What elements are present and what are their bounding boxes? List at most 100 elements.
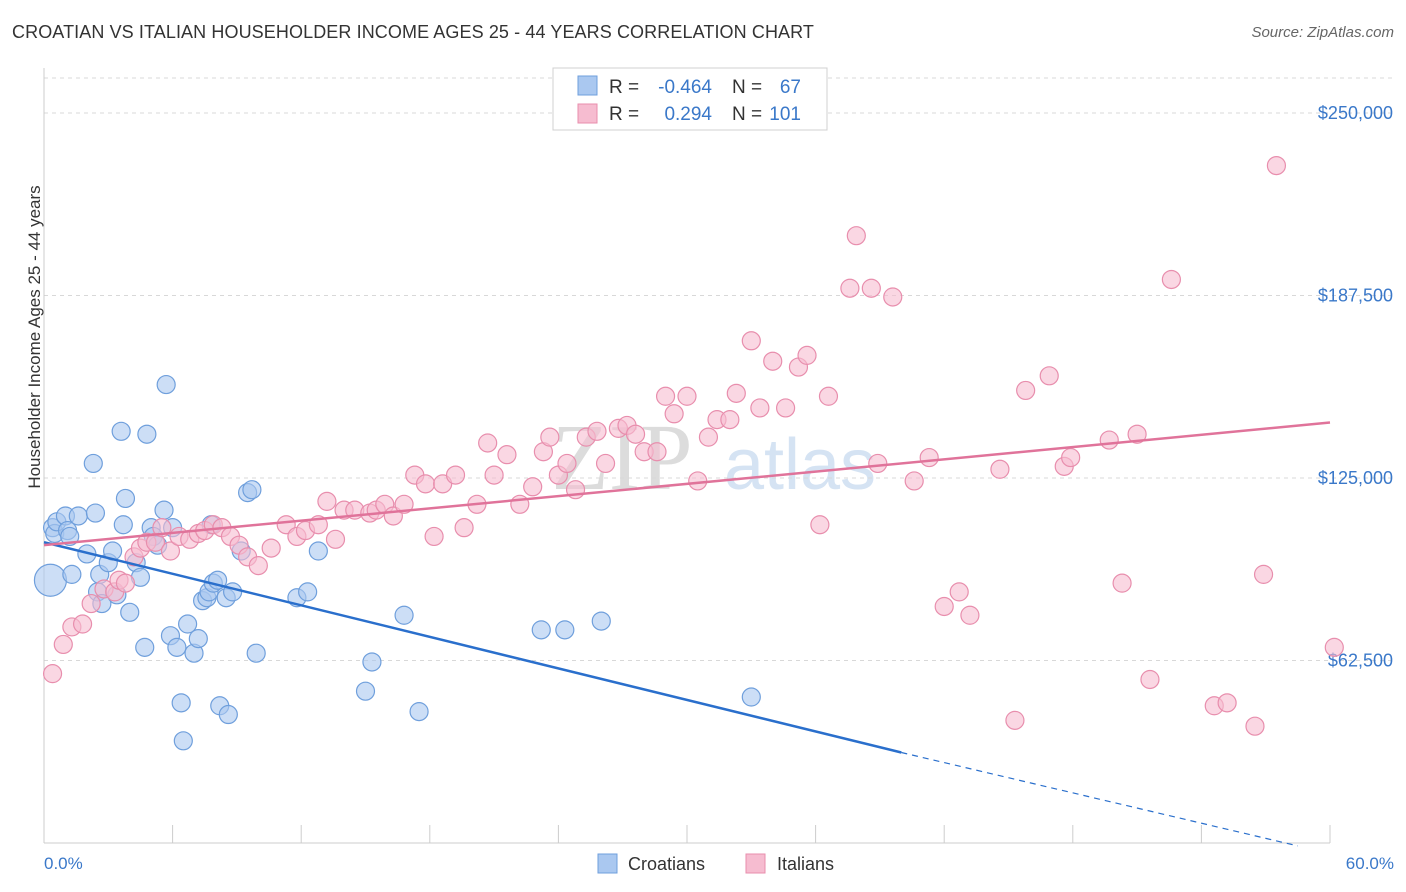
italians-point-1	[53, 634, 73, 655]
croatians-point-24	[135, 637, 155, 657]
italians-point-57	[587, 421, 607, 441]
italians-point-98	[1127, 424, 1147, 444]
croatians-point-18	[111, 421, 131, 441]
croatians-point-48	[223, 582, 243, 602]
italians-point-78	[818, 386, 839, 406]
italians-point-106	[1324, 637, 1344, 657]
italians-point-104	[1253, 564, 1274, 584]
italians-point-13	[152, 518, 172, 538]
croatians-point-62	[591, 611, 611, 631]
legend-r-label-italians: R =	[609, 104, 639, 125]
italians-point-65	[664, 404, 684, 424]
croatians-point-34	[171, 693, 191, 713]
axes	[43, 68, 1331, 844]
italians-point-64	[655, 386, 676, 406]
italians-point-105	[1266, 155, 1287, 176]
italians-point-86	[919, 447, 939, 468]
italians-point-82	[861, 278, 881, 298]
italians-point-3	[72, 614, 93, 634]
italians-point-102	[1217, 693, 1237, 713]
legend-n-label-croatians: N =	[732, 77, 762, 98]
italians-point-24	[248, 556, 268, 576]
italians-point-48	[497, 445, 517, 465]
italians-point-87	[934, 596, 954, 617]
italians-point-52	[540, 427, 560, 447]
italians-point-66	[677, 386, 697, 406]
croatians-point-61	[555, 620, 575, 640]
legend-n-label-italians: N =	[732, 104, 762, 125]
italians-point-71	[726, 383, 746, 403]
italians-point-63	[647, 442, 667, 462]
chart-title: CROATIAN VS ITALIAN HOUSEHOLDER INCOME A…	[12, 22, 815, 42]
italians-point-77	[797, 345, 817, 365]
legend-series: Croatians Italians	[597, 853, 834, 874]
y-axis-label: Householder Income Ages 25 - 44 years	[25, 185, 44, 488]
italians-point-84	[883, 287, 903, 307]
legend-bottom-swatch-croatians	[597, 853, 618, 874]
x-tick-label-max: 60.0%	[1346, 854, 1394, 873]
trend-line-italians	[43, 421, 1331, 547]
legend-bottom-swatch-italians	[745, 853, 766, 874]
grid-lines	[44, 77, 1395, 662]
croatians-point-19	[113, 515, 133, 535]
italians-point-67	[688, 471, 708, 491]
croatians-point-59	[409, 702, 429, 722]
italians-point-41	[424, 526, 444, 547]
italians-point-25	[261, 538, 281, 558]
italians-point-54	[557, 453, 577, 474]
y-tick-label-2: $187,500	[1318, 286, 1393, 306]
trend-line-croatians-extension	[901, 751, 1298, 847]
italians-point-95	[1061, 447, 1081, 468]
croatians-point-21	[120, 602, 140, 622]
croatians-point-6	[60, 526, 80, 547]
croatians-point-10	[83, 453, 103, 474]
italians-point-0	[42, 664, 63, 684]
croatians-point-8	[68, 506, 88, 526]
legend-r-value-italians: 0.294	[664, 104, 712, 125]
italians-point-44	[454, 518, 474, 538]
croatians-point-63	[741, 687, 761, 707]
croatians-point-25	[137, 424, 157, 444]
italians-point-72	[741, 331, 761, 351]
italians-point-85	[904, 471, 924, 491]
italians-point-89	[960, 605, 980, 625]
source-credit: Source: ZipAtlas.com	[1251, 24, 1394, 41]
italians-point-46	[478, 433, 498, 453]
croatians-point-11	[85, 503, 106, 523]
croatians-point-60	[531, 620, 551, 640]
italians-point-91	[1005, 710, 1025, 730]
legend-swatch-italians	[577, 103, 598, 124]
legend-r-value-croatians: -0.464	[658, 77, 712, 98]
legend-bottom-label-croatians: Croatians	[628, 854, 705, 874]
italians-point-14	[160, 541, 181, 561]
croatians-point-54	[298, 582, 318, 602]
italians-point-88	[949, 582, 969, 602]
italians-point-68	[698, 427, 719, 447]
italians-point-61	[625, 424, 646, 444]
croatians-point-29	[154, 500, 174, 520]
italians-point-75	[775, 398, 796, 418]
croatians-point-0	[33, 563, 68, 597]
italians-point-92	[1016, 380, 1036, 401]
croatians-point-55	[308, 541, 328, 561]
italians-point-93	[1039, 366, 1059, 386]
italians-point-73	[750, 398, 770, 418]
series-italians	[42, 155, 1344, 736]
legend-r-label-croatians: R =	[609, 77, 639, 98]
italians-point-40	[415, 474, 436, 494]
croatians-point-38	[188, 629, 208, 649]
italians-point-100	[1161, 269, 1181, 290]
italians-point-43	[445, 465, 466, 485]
croatians-point-51	[242, 480, 262, 500]
croatians-point-7	[62, 564, 82, 584]
trend-lines	[43, 421, 1331, 847]
italians-point-83	[868, 453, 888, 474]
croatians-point-56	[355, 681, 376, 701]
trend-line-croatians	[43, 541, 902, 754]
italians-point-8	[115, 573, 136, 593]
x-tick-label-min: 0.0%	[44, 854, 83, 873]
croatians-point-30	[156, 374, 176, 395]
italians-point-31	[325, 529, 346, 549]
italians-point-58	[595, 453, 616, 474]
italians-point-97	[1112, 573, 1132, 593]
